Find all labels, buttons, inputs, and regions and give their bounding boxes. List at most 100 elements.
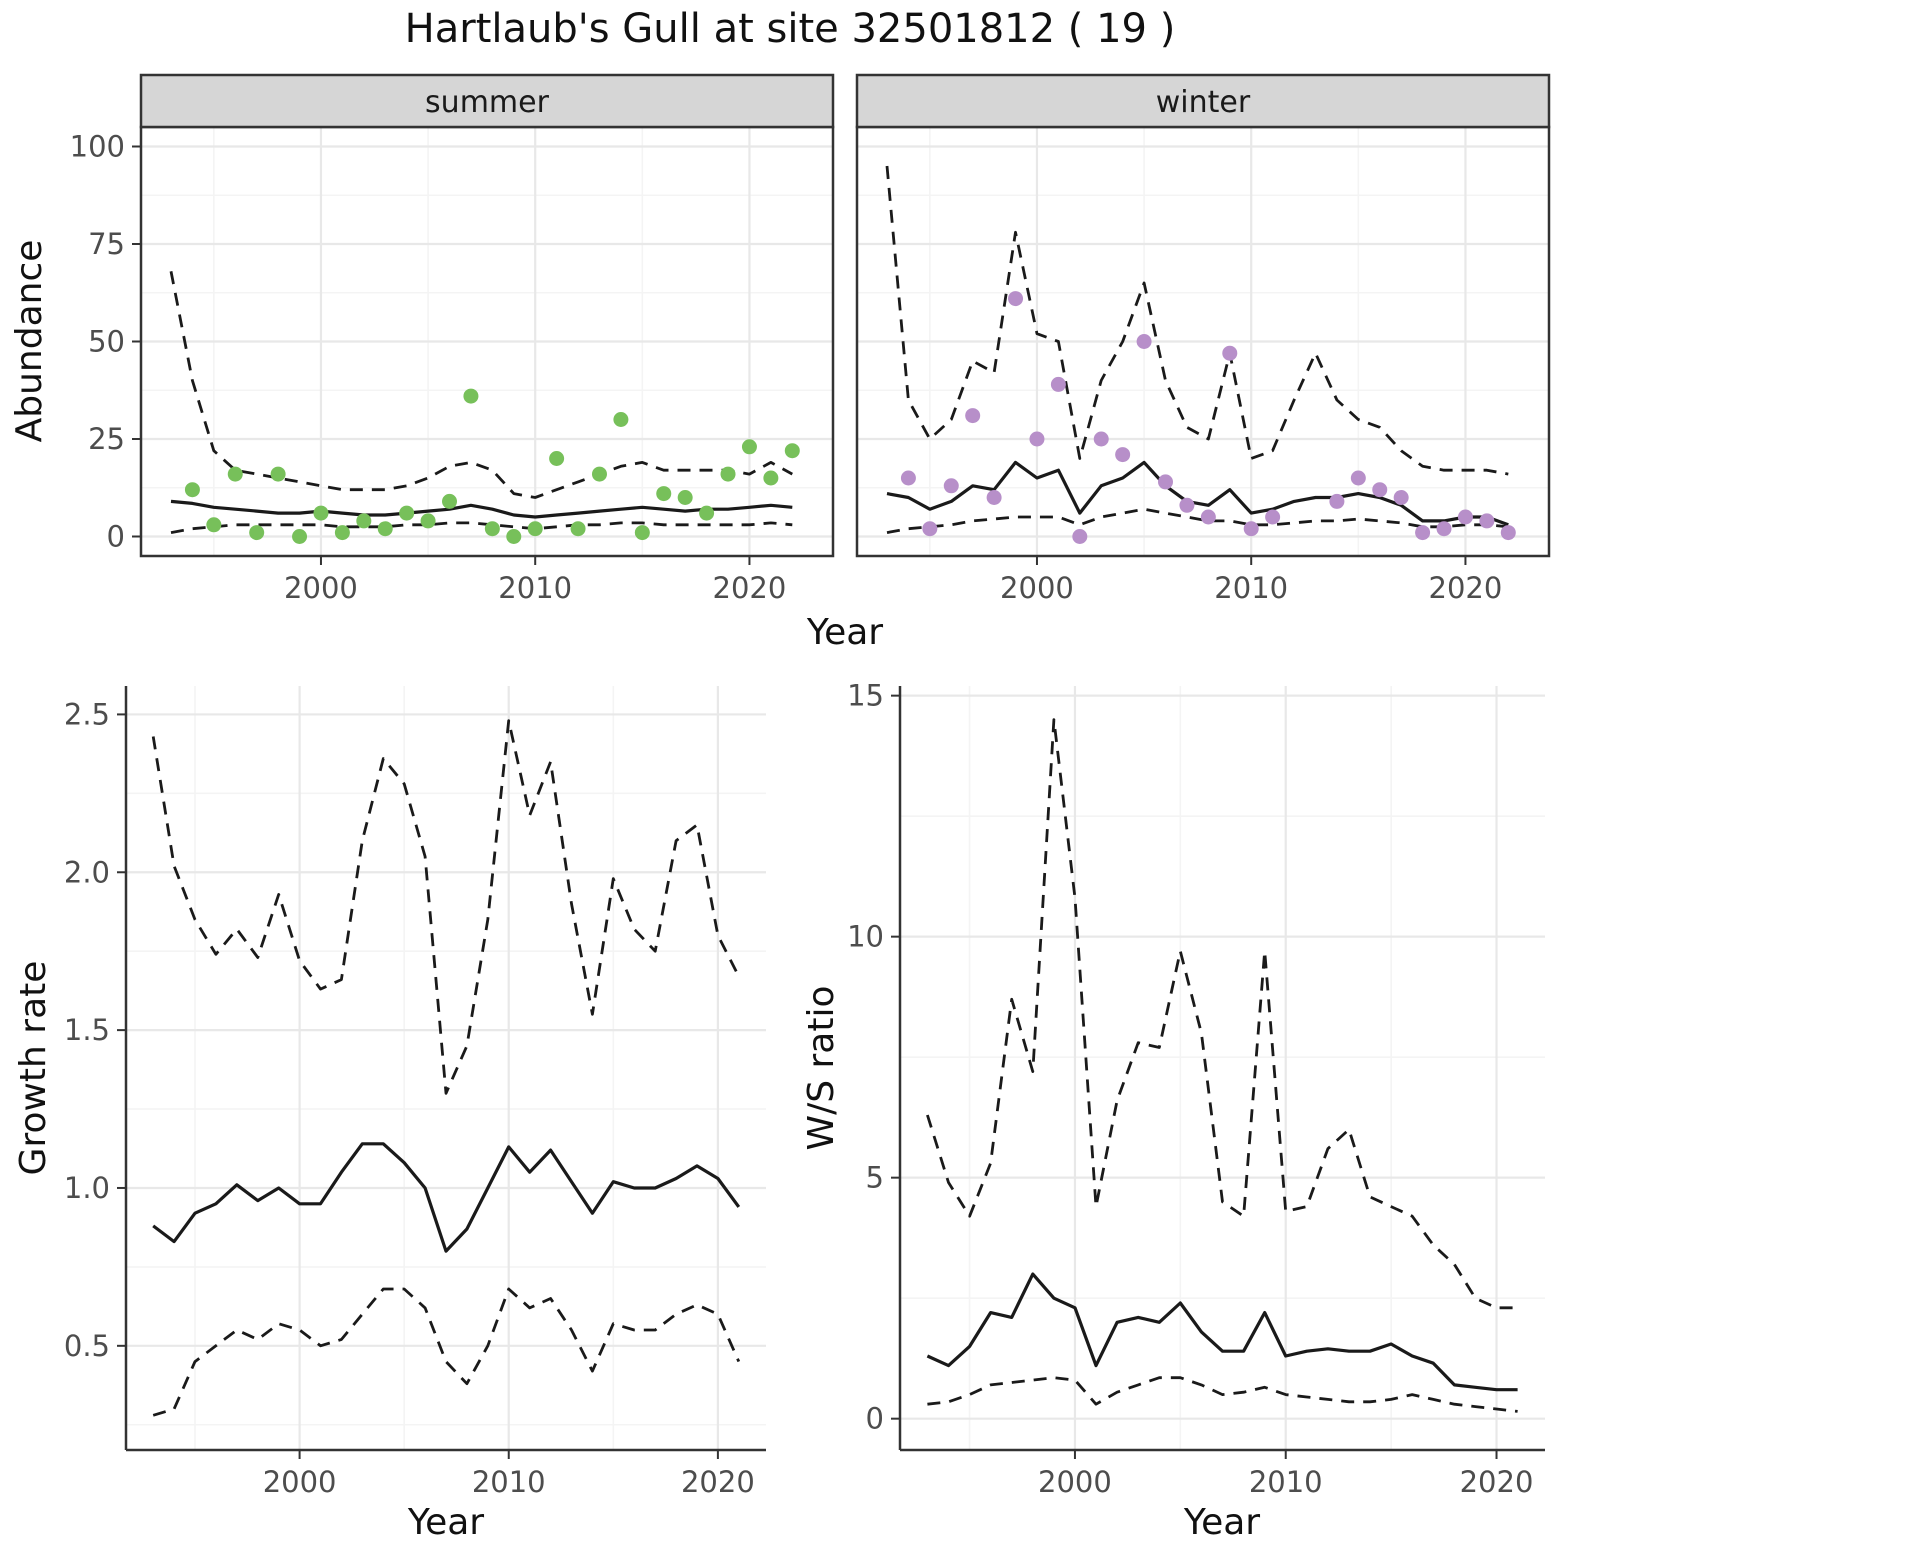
x-tick-label: 2010 bbox=[472, 1465, 546, 1499]
winter-abundance-fit-line bbox=[886, 460, 1509, 527]
ws-ratio-upper-ci-line bbox=[926, 718, 1518, 1310]
winter-abundance-panel: 2000 2010 2020 winter bbox=[855, 73, 1551, 605]
y-tick-label: 75 bbox=[88, 227, 125, 261]
summer-abundance-observation-point bbox=[270, 466, 286, 482]
summer-abundance-observation-point bbox=[313, 505, 329, 521]
y-tick-label: 0.5 bbox=[64, 1329, 110, 1363]
ws-ratio-y-axis-label: W/S ratio bbox=[801, 985, 842, 1151]
x-tick-label: 2020 bbox=[1460, 1465, 1534, 1499]
x-tick-label: 2010 bbox=[1214, 571, 1288, 605]
winter-abundance-observation-point bbox=[1072, 529, 1088, 544]
y-tick-label: 2.5 bbox=[64, 697, 110, 731]
summer-abundance-observation-point bbox=[677, 490, 693, 505]
y-tick-label: 0 bbox=[866, 1402, 884, 1436]
winter-abundance-observation-point bbox=[965, 408, 981, 424]
summer-abundance-panel: 2000 2010 2020 0 25 50 75 100 summer bbox=[70, 73, 835, 605]
y-tick-label: 2.0 bbox=[64, 855, 110, 889]
x-tick-label: 2010 bbox=[1249, 1465, 1323, 1499]
summer-abundance-observation-point bbox=[420, 513, 436, 529]
growth-rate-panel: 2000 2010 2020 0.5 1.0 1.5 2.0 2.5 bbox=[64, 686, 766, 1499]
summer-abundance-observation-point bbox=[334, 525, 350, 541]
summer-abundance-fit-line bbox=[170, 499, 793, 519]
y-tick-label: 1.0 bbox=[64, 1171, 110, 1205]
summer-abundance-observation-point bbox=[292, 529, 308, 544]
summer-abundance-observation-point bbox=[656, 486, 672, 502]
winter-abundance-observation-point bbox=[900, 470, 916, 486]
growth-rate-upper-ci-line bbox=[151, 719, 741, 1095]
y-tick-label: 0 bbox=[107, 520, 125, 554]
summer-abundance-observation-point bbox=[699, 505, 715, 521]
summer-abundance-observation-point bbox=[549, 451, 565, 466]
winter-abundance-observation-point bbox=[1115, 447, 1131, 463]
facet-strip bbox=[139, 73, 835, 129]
winter-abundance-observation-point bbox=[1200, 509, 1216, 525]
ws-ratio-fit-line bbox=[926, 1272, 1518, 1392]
y-tick-label: 1.5 bbox=[64, 1013, 110, 1047]
winter-abundance-observation-point bbox=[1415, 525, 1431, 541]
x-tick-label: 2000 bbox=[1000, 571, 1074, 605]
winter-abundance-observation-point bbox=[1350, 470, 1366, 486]
y-tick-label: 5 bbox=[866, 1161, 884, 1195]
x-tick-label: 2000 bbox=[1038, 1465, 1112, 1499]
summer-abundance-observation-point bbox=[484, 521, 500, 537]
winter-abundance-observation-point bbox=[1265, 509, 1281, 525]
winter-abundance-observation-point bbox=[1050, 376, 1066, 392]
year-x-axis-label-bottom-right: Year bbox=[1183, 1502, 1261, 1543]
winter-abundance-observation-point bbox=[943, 478, 959, 494]
winter-abundance-observation-point bbox=[1329, 493, 1345, 509]
winter-abundance-observation-point bbox=[1179, 497, 1195, 513]
summer-abundance-observation-point bbox=[377, 521, 393, 537]
winter-abundance-observation-point bbox=[922, 521, 938, 537]
ws-ratio-panel: 2000 2010 2020 0 5 10 15 bbox=[847, 679, 1545, 1499]
y-tick-label: 10 bbox=[847, 920, 884, 954]
summer-abundance-observation-point bbox=[399, 505, 415, 521]
winter-abundance-observation-point bbox=[1029, 431, 1045, 447]
summer-abundance-observation-point bbox=[249, 525, 265, 541]
winter-abundance-observation-point bbox=[1393, 490, 1409, 505]
summer-abundance-lower-ci-line bbox=[170, 521, 793, 534]
summer-abundance-observation-point bbox=[206, 517, 222, 533]
figure-title: Hartlaub's Gull at site 32501812 ( 19 ) bbox=[404, 6, 1176, 52]
summer-abundance-observation-point bbox=[741, 439, 757, 455]
abundance-y-axis-label: Abundance bbox=[9, 239, 50, 443]
summer-abundance-observation-point bbox=[463, 388, 479, 404]
growth-rate-lower-ci-line bbox=[152, 1287, 741, 1417]
summer-abundance-observation-point bbox=[442, 493, 458, 509]
summer-abundance-observation-point bbox=[634, 525, 650, 541]
winter-abundance-observation-point bbox=[1457, 509, 1473, 525]
summer-abundance-observation-point bbox=[570, 521, 586, 537]
x-tick-label: 2010 bbox=[498, 571, 572, 605]
summer-abundance-observation-point bbox=[527, 521, 543, 537]
y-tick-label: 100 bbox=[70, 130, 125, 164]
winter-abundance-upper-ci-line bbox=[885, 165, 1509, 476]
ws-ratio-lower-ci-line bbox=[927, 1376, 1518, 1413]
summer-abundance-observation-point bbox=[784, 443, 800, 459]
year-x-axis-label-top: Year bbox=[806, 612, 884, 653]
winter-abundance-observation-point bbox=[986, 490, 1002, 505]
facet-strip bbox=[855, 73, 1551, 129]
summer-abundance-observation-point bbox=[763, 470, 779, 486]
x-tick-label: 2000 bbox=[284, 571, 358, 605]
summer-abundance-observation-point bbox=[506, 529, 522, 544]
growth-rate-y-axis-label: Growth rate bbox=[13, 960, 54, 1176]
winter-abundance-observation-point bbox=[1436, 521, 1452, 537]
winter-abundance-observation-point bbox=[1372, 482, 1388, 498]
winter-abundance-observation-point bbox=[1243, 521, 1259, 537]
winter-abundance-observation-point bbox=[1008, 291, 1024, 307]
facet-strip-label: winter bbox=[1156, 85, 1251, 120]
summer-abundance-observation-point bbox=[591, 466, 607, 482]
winter-abundance-observation-point bbox=[1136, 334, 1152, 349]
summer-abundance-observation-point bbox=[227, 466, 243, 482]
y-tick-label: 50 bbox=[88, 325, 125, 359]
x-tick-label: 2020 bbox=[713, 571, 787, 605]
growth-rate-fit-line bbox=[152, 1142, 741, 1253]
x-tick-label: 2000 bbox=[263, 1465, 337, 1499]
winter-abundance-observation-point bbox=[1158, 474, 1174, 490]
y-tick-label: 15 bbox=[847, 679, 884, 713]
winter-abundance-observation-point bbox=[1479, 513, 1495, 529]
winter-abundance-lower-ci-line bbox=[886, 507, 1509, 534]
facet-strip-label: summer bbox=[425, 85, 550, 120]
summer-abundance-observation-point bbox=[613, 412, 629, 427]
winter-abundance-observation-point bbox=[1500, 525, 1516, 541]
